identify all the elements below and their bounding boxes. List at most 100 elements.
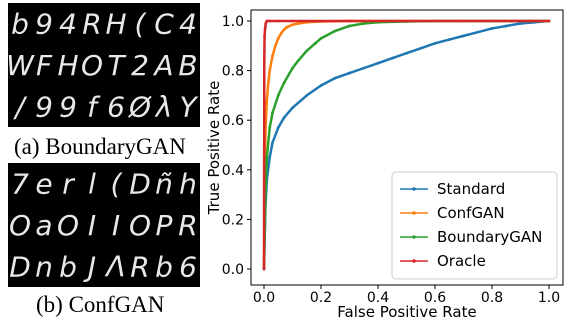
series-point-standard — [476, 30, 480, 34]
boundarygan-digit: W — [8, 49, 35, 82]
plot-frame — [250, 9, 564, 286]
series-point-standard — [282, 116, 286, 120]
series-point-standard — [362, 66, 366, 70]
series-point-oracle — [291, 19, 294, 23]
series-point-standard — [262, 267, 266, 271]
series-point-oracle — [405, 19, 408, 23]
boundarygan-digit: 4 — [59, 8, 77, 41]
series-line-oracle — [262, 19, 549, 270]
legend-label-boundarygan: BoundaryGAN — [437, 228, 542, 246]
series-point-standard — [333, 76, 337, 80]
series-point-standard — [268, 156, 272, 159]
confgan-digit: n — [35, 250, 53, 283]
series-point-confgan — [271, 54, 274, 58]
series-point-confgan — [348, 19, 351, 23]
series-point-standard — [519, 22, 522, 25]
boundarygan-digit: B — [178, 49, 197, 82]
series-point-boundarygan — [296, 59, 300, 63]
y-tick-label: 1.0 — [222, 14, 244, 30]
series-point-boundarygan — [268, 126, 272, 130]
series-point-confgan — [279, 32, 283, 35]
series-point-confgan — [263, 156, 267, 159]
confgan-digit: 6 — [179, 250, 197, 283]
legend — [391, 171, 558, 280]
series-point-oracle — [547, 19, 551, 23]
series-point-confgan — [305, 20, 309, 24]
series-point-boundarygan — [305, 49, 309, 53]
series-point-confgan — [276, 36, 280, 40]
confgan-digit: O — [57, 209, 79, 242]
caption-boundarygan: (a) BoundaryGAN — [14, 134, 186, 159]
boundarygan-digit: b — [11, 8, 29, 41]
confgan-digit: J — [83, 250, 96, 283]
series-point-boundarygan — [490, 19, 494, 23]
series-point-oracle — [268, 19, 272, 23]
x-axis-label: False Positive Rate — [337, 303, 476, 321]
legend-marker-oracle — [412, 259, 416, 263]
y-axis-label: True Positive Rate — [205, 81, 223, 216]
series-point-standard — [271, 141, 274, 144]
confgan-digit: D — [129, 168, 151, 201]
confgan-digit: 7 — [11, 168, 29, 201]
series-point-confgan — [291, 23, 294, 27]
confgan-digit: I — [88, 209, 96, 242]
confgan-digit: O — [9, 209, 31, 242]
series-point-confgan — [264, 123, 268, 127]
caption-confgan: (b) ConfGAN — [36, 292, 165, 317]
series-point-confgan — [274, 44, 277, 48]
legend-marker-boundarygan — [412, 235, 416, 239]
boundarygan-digit: 9 — [59, 90, 77, 123]
x-tick-label: 1.0 — [538, 290, 560, 306]
boundarygan-digit: R — [82, 8, 101, 41]
series-line-confgan — [262, 19, 549, 270]
series-point-standard — [504, 24, 508, 28]
series-point-boundarygan — [547, 19, 551, 23]
boundarygan-digit: ( — [135, 8, 147, 41]
series-point-standard — [305, 94, 309, 97]
x-tick-label: 0.2 — [310, 290, 332, 306]
series-point-boundarygan — [291, 66, 294, 70]
series-point-oracle — [263, 27, 267, 30]
series-point-boundarygan — [262, 267, 266, 271]
series-point-boundarygan — [405, 20, 408, 23]
series-point-confgan — [282, 28, 286, 32]
confgan-digit: O — [129, 209, 151, 242]
confgan-digit: ( — [111, 168, 123, 201]
legend-label-oracle: Oracle — [437, 252, 486, 270]
confgan-digit: h — [179, 168, 197, 201]
series-point-standard — [265, 178, 269, 182]
series-point-standard — [348, 71, 351, 75]
boundarygan-digit: T — [107, 49, 126, 82]
y-tick-label: 0.2 — [222, 212, 244, 228]
series-point-confgan — [547, 19, 551, 23]
series-point-standard — [291, 106, 294, 110]
boundarygan-digit: A — [152, 49, 173, 82]
boundarygan-digit: 6 — [107, 90, 125, 123]
series-line-boundarygan — [262, 19, 549, 270]
series-point-confgan — [319, 20, 323, 23]
x-tick-label: 0.0 — [253, 290, 275, 306]
series-point-standard — [264, 205, 267, 209]
boundarygan-digit: H — [57, 49, 78, 82]
series-point-boundarygan — [276, 94, 280, 97]
boundarygan-digit: 9 — [35, 90, 53, 123]
series-point-boundarygan — [433, 19, 437, 23]
boundarygan-digit: / — [12, 90, 27, 123]
series-point-boundarygan — [313, 41, 317, 45]
boundarygan-digit: 2 — [131, 49, 149, 82]
series-point-standard — [390, 56, 394, 60]
series-point-confgan — [266, 81, 270, 85]
series-point-boundarygan — [265, 156, 269, 159]
series-point-boundarygan — [348, 24, 351, 28]
series-point-boundarygan — [362, 22, 366, 25]
boundarygan-digit: 4 — [179, 8, 197, 41]
series-point-oracle — [264, 22, 268, 25]
confgan-digit: R — [178, 209, 197, 242]
series-point-confgan — [296, 22, 300, 25]
series-point-boundarygan — [282, 81, 286, 85]
confgan-digit: I — [112, 209, 120, 242]
